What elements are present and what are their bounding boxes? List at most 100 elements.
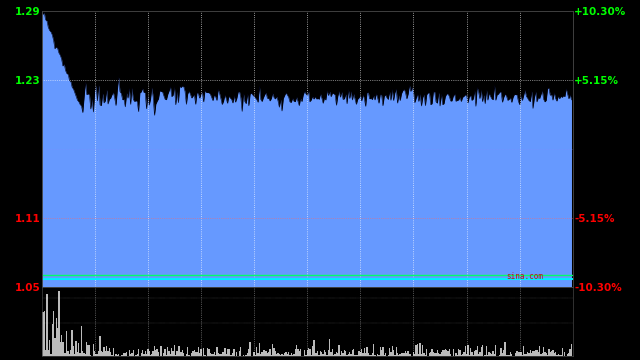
Bar: [282, 354, 283, 356]
Bar: [194, 350, 195, 356]
Bar: [225, 354, 227, 356]
Bar: [424, 352, 425, 356]
Bar: [256, 347, 257, 356]
Bar: [103, 347, 105, 356]
Bar: [559, 355, 560, 356]
Bar: [413, 352, 414, 356]
Bar: [357, 355, 358, 356]
Bar: [275, 351, 276, 356]
Bar: [378, 355, 380, 356]
Bar: [369, 355, 371, 356]
Bar: [239, 351, 240, 356]
Bar: [65, 353, 66, 356]
Bar: [371, 355, 372, 356]
Bar: [124, 352, 125, 356]
Bar: [382, 347, 383, 356]
Bar: [373, 344, 374, 356]
Bar: [486, 346, 487, 356]
Bar: [151, 354, 152, 356]
Bar: [198, 347, 199, 356]
Bar: [481, 347, 482, 356]
Bar: [388, 355, 389, 356]
Bar: [89, 345, 90, 356]
Bar: [156, 349, 158, 356]
Bar: [269, 348, 271, 356]
Bar: [150, 355, 151, 356]
Bar: [120, 355, 122, 356]
Bar: [477, 346, 478, 356]
Bar: [389, 348, 390, 356]
Bar: [466, 354, 467, 356]
Bar: [500, 348, 502, 356]
Bar: [516, 351, 518, 356]
Bar: [397, 353, 398, 356]
Bar: [224, 348, 225, 356]
Bar: [44, 311, 45, 356]
Bar: [367, 353, 369, 356]
Bar: [532, 351, 534, 356]
Bar: [492, 351, 494, 356]
Bar: [305, 355, 307, 356]
Bar: [61, 336, 62, 356]
Bar: [362, 352, 364, 356]
Bar: [433, 352, 434, 356]
Bar: [346, 355, 348, 356]
Bar: [209, 353, 211, 356]
Bar: [84, 354, 86, 356]
Bar: [234, 350, 235, 356]
Bar: [377, 354, 378, 356]
Bar: [487, 355, 488, 356]
Bar: [519, 351, 520, 356]
Bar: [458, 349, 460, 356]
Bar: [567, 354, 568, 356]
Bar: [171, 348, 172, 356]
Bar: [292, 355, 293, 356]
Bar: [116, 355, 118, 356]
Bar: [211, 354, 212, 356]
Bar: [168, 351, 170, 356]
Bar: [398, 355, 399, 356]
Bar: [115, 354, 116, 356]
Bar: [523, 346, 524, 356]
Bar: [90, 355, 92, 356]
Bar: [296, 345, 297, 356]
Bar: [511, 354, 513, 356]
Bar: [304, 350, 305, 356]
Bar: [467, 345, 468, 356]
Bar: [461, 355, 462, 356]
Bar: [187, 347, 188, 356]
Bar: [323, 354, 324, 356]
Bar: [406, 353, 408, 356]
Bar: [76, 341, 77, 356]
Bar: [530, 350, 531, 356]
Bar: [299, 351, 300, 356]
Bar: [73, 346, 74, 356]
Bar: [556, 355, 557, 356]
Bar: [196, 352, 198, 356]
Bar: [74, 354, 76, 356]
Bar: [291, 352, 292, 356]
Bar: [425, 355, 426, 356]
Bar: [452, 349, 454, 356]
Bar: [337, 353, 339, 356]
Bar: [494, 354, 495, 356]
Bar: [221, 352, 223, 356]
Bar: [405, 351, 406, 356]
Bar: [49, 339, 50, 356]
Bar: [522, 355, 523, 356]
Bar: [243, 355, 244, 356]
Bar: [138, 348, 140, 356]
Bar: [83, 353, 84, 356]
Bar: [122, 355, 124, 356]
Bar: [130, 354, 131, 356]
Bar: [113, 348, 114, 356]
Bar: [100, 351, 102, 356]
Bar: [272, 344, 273, 356]
Bar: [57, 328, 58, 356]
Bar: [81, 326, 82, 356]
Bar: [63, 352, 65, 356]
Bar: [491, 354, 492, 356]
Bar: [350, 354, 352, 356]
Bar: [470, 348, 471, 356]
Bar: [361, 348, 362, 356]
